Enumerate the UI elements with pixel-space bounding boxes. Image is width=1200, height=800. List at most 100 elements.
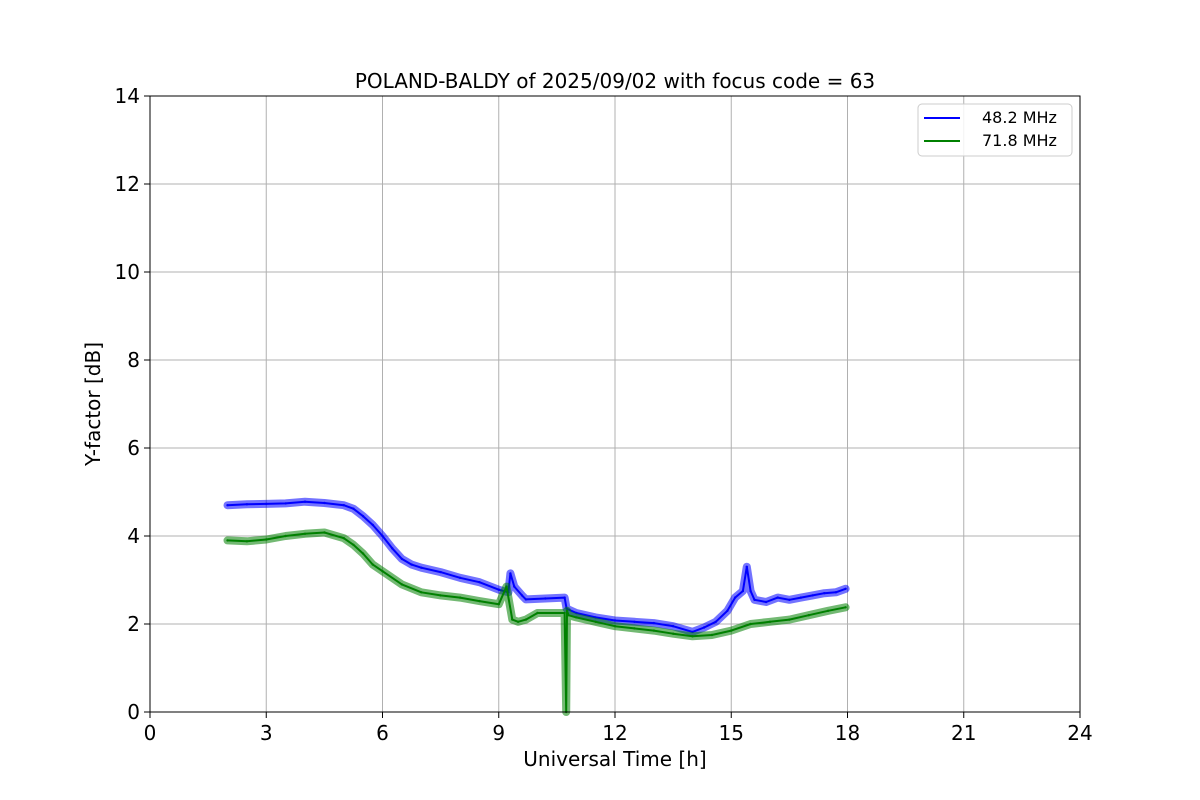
data-point (776, 596, 779, 599)
data-point (753, 598, 756, 601)
y-tick-label: 4 (127, 524, 140, 548)
chart-title: POLAND-BALDY of 2025/09/02 with focus co… (355, 69, 875, 93)
data-point (352, 507, 355, 510)
y-tick-label: 2 (127, 612, 140, 636)
data-point (788, 618, 791, 621)
data-point (265, 538, 268, 541)
data-point (439, 570, 442, 574)
data-point (505, 585, 508, 588)
data-point (323, 531, 326, 534)
data-point (613, 625, 617, 628)
data-point (575, 616, 578, 619)
x-tick-label: 21 (951, 721, 976, 745)
data-point (745, 565, 748, 568)
data-point (565, 609, 569, 612)
data-point (478, 581, 481, 584)
legend-label-1: 71.8 MHz (982, 131, 1057, 150)
data-point (799, 596, 803, 599)
data-point (391, 547, 394, 550)
data-point (520, 594, 524, 597)
data-point (371, 563, 374, 566)
data-point (342, 537, 345, 540)
data-point (342, 504, 345, 507)
x-tick-label: 0 (144, 721, 157, 745)
data-point (524, 598, 528, 601)
data-point (563, 611, 566, 615)
data-point (284, 502, 287, 505)
legend: 48.2 MHz 71.8 MHz (917, 103, 1073, 157)
data-point (633, 620, 636, 623)
data-point (788, 598, 791, 601)
y-axis-label: Y-factor [dB] (81, 342, 105, 467)
data-point (352, 543, 355, 546)
data-point (714, 620, 717, 623)
data-point (323, 501, 326, 505)
data-point (524, 618, 528, 621)
x-tick-label: 24 (1067, 721, 1092, 745)
data-point (245, 503, 249, 506)
series-band-1 (223, 528, 850, 716)
data-point (733, 596, 737, 599)
x-tick-label: 9 (492, 721, 505, 745)
y-tick-label: 12 (115, 172, 140, 196)
y-tick-label: 14 (115, 84, 140, 108)
data-point (726, 609, 729, 612)
data-point (652, 621, 655, 625)
data-point (749, 589, 752, 593)
y-tick-label: 8 (127, 348, 140, 372)
x-tick-label: 18 (835, 721, 860, 745)
data-point (749, 622, 752, 626)
y-tick-label: 10 (115, 260, 140, 284)
data-point (497, 603, 500, 606)
x-tick-label: 6 (376, 721, 389, 745)
plot-layer (223, 497, 850, 716)
data-point (226, 539, 229, 542)
data-point (420, 591, 423, 594)
data-point (811, 594, 814, 597)
data-point (671, 632, 675, 635)
data-point (536, 611, 539, 615)
data-point (730, 629, 733, 632)
data-point (400, 583, 404, 586)
data-point (691, 635, 694, 638)
data-point (497, 588, 500, 591)
data-point (823, 592, 826, 595)
data-point (613, 619, 617, 622)
data-point (671, 625, 675, 628)
data-point (844, 587, 847, 590)
data-point (284, 534, 287, 538)
data-point (567, 614, 570, 617)
y-tick-label: 0 (127, 700, 140, 724)
data-point (303, 500, 307, 503)
data-point (764, 600, 768, 604)
data-point (544, 597, 547, 600)
data-point (381, 534, 384, 538)
data-point (458, 576, 462, 579)
data-point (844, 606, 847, 609)
data-point (563, 596, 566, 599)
series-line-0 (227, 500, 846, 633)
data-point (594, 620, 597, 623)
x-tick-label: 12 (602, 721, 627, 745)
y-tick-label: 6 (127, 436, 140, 460)
x-tick-label: 15 (719, 721, 744, 745)
data-point (420, 566, 423, 569)
data-point (509, 572, 512, 575)
data-point (513, 585, 516, 588)
data-point (303, 532, 307, 535)
data-point (265, 502, 268, 506)
data-point (768, 620, 772, 623)
data-point (633, 627, 636, 630)
data-point (652, 629, 655, 632)
data-point (478, 599, 481, 603)
data-point (439, 594, 442, 597)
legend-label-0: 48.2 MHz (982, 108, 1057, 127)
data-point (458, 596, 462, 599)
data-point (710, 633, 714, 637)
data-point (371, 523, 374, 527)
data-point (516, 620, 520, 623)
data-point (381, 570, 384, 573)
x-axis-label: Universal Time [h] (523, 747, 706, 771)
